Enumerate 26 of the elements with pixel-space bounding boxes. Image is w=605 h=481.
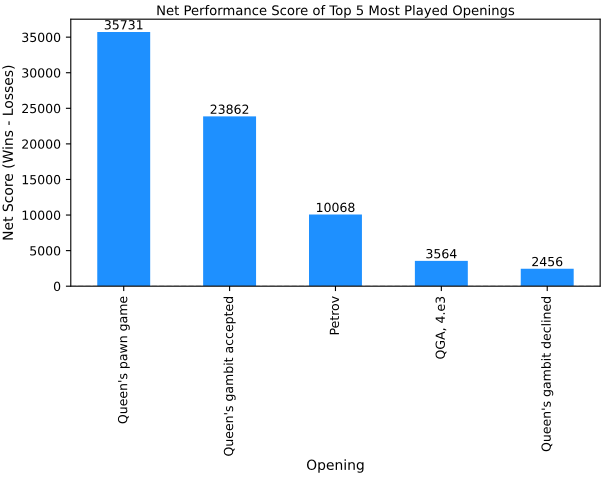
y-tick-label: 5000 (30, 246, 60, 256)
data-label: 23862 (210, 104, 248, 114)
y-tick-label: 10000 (22, 210, 60, 220)
x-tick-label: Petrov (330, 296, 340, 334)
bar (97, 32, 150, 286)
y-tick-label: 30000 (22, 68, 60, 78)
y-tick-label: 20000 (22, 139, 60, 149)
data-label: 10068 (316, 202, 354, 212)
x-tick-label: QGA, 4.e3 (436, 296, 446, 359)
bar (309, 214, 362, 286)
bar (414, 260, 468, 286)
bar (203, 116, 256, 286)
data-label: 35731 (104, 20, 142, 30)
y-tick-label: 0 (54, 282, 60, 292)
y-tick-label: 25000 (22, 104, 60, 114)
x-axis-title: Opening (306, 459, 364, 473)
data-label: 3564 (426, 248, 457, 258)
y-tick-label: 15000 (22, 174, 60, 184)
x-tick-label: Queen's gambit accepted (224, 297, 236, 456)
bar (520, 268, 574, 286)
y-tick-label: 35000 (22, 32, 60, 42)
chart-title: Net Performance Score of Top 5 Most Played Openings (157, 5, 514, 18)
x-tick-label: Queen's pawn game (118, 296, 130, 424)
y-axis-title: Net Score (Wins - Losses) (2, 66, 15, 240)
data-label: 2456 (532, 256, 562, 266)
x-tick-label: Queen's gambit declined (541, 297, 554, 452)
